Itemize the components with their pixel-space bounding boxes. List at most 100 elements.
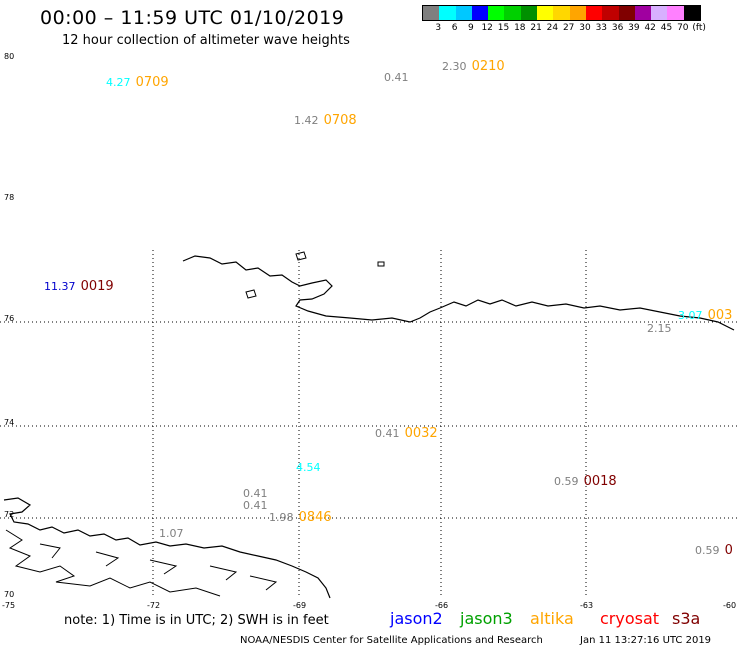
- legend-swatch: [618, 6, 635, 20]
- swh-value: 4.27: [106, 76, 131, 89]
- swh-value: 3.07: [678, 309, 703, 322]
- legend-label: 21: [530, 23, 542, 33]
- color-legend: 3 6 9 12 15 18 21 24 27 30 33 36 39 42 45 70 (ft): [422, 5, 706, 35]
- obs-label: 0.41: [243, 494, 268, 513]
- legend-label: 9: [468, 23, 474, 33]
- legend-swatch: [439, 6, 456, 20]
- satellite-jason3: jason3: [460, 609, 513, 628]
- obs-label: 0.41 0032: [375, 422, 438, 441]
- legend-label: 15: [497, 23, 510, 33]
- obs-label: 1.42 0708: [294, 109, 357, 128]
- obs-label: 4.27 0709: [106, 71, 169, 90]
- legend-label: 27: [562, 23, 575, 33]
- obs-time: 0032: [404, 426, 438, 441]
- swh-value: 0.41: [243, 487, 268, 500]
- legend-swatch: [537, 6, 554, 20]
- legend-label: 18: [514, 23, 526, 33]
- page-title: 00:00 – 11:59 UTC 01/10/2019: [40, 7, 345, 29]
- swh-value: 2.30: [442, 60, 467, 73]
- legend-swatch: [455, 6, 472, 20]
- swh-value: 2.15: [647, 322, 672, 335]
- obs-label: 0.41: [243, 482, 268, 501]
- legend-label: 70: [677, 23, 689, 33]
- legend-swatch: [520, 6, 538, 20]
- legend-swatch: [585, 6, 603, 20]
- swh-value: 0.41: [375, 427, 400, 440]
- swh-value: 11.37: [44, 280, 76, 293]
- lon-label-66: -66: [435, 601, 449, 610]
- swh-value: 0.59: [695, 544, 720, 557]
- legend-label: 42: [644, 23, 656, 33]
- obs-label: 0.59 0018: [554, 470, 617, 489]
- legend-label: 39: [628, 23, 640, 33]
- baffin-coastline: [3, 497, 331, 599]
- legend-labels: 3 6 9 12 15 18 21 24 27 30 33 36 39 42 45 70 (ft): [422, 23, 705, 35]
- baffin-inlets: [5, 529, 278, 597]
- legend-label: 3: [435, 23, 442, 33]
- footer-timestamp: Jan 11 13:27:16 UTC 2019: [580, 635, 712, 646]
- obs-label: 1.07: [159, 522, 184, 541]
- island-1: [245, 289, 257, 299]
- greenland-coastline: [182, 255, 735, 331]
- units-note: note: 1) Time is in UTC; 2) SWH is in fe…: [64, 613, 329, 628]
- legend-label: 30: [579, 23, 591, 33]
- legend-swatch: [683, 6, 701, 20]
- lon-label-75: -75: [2, 601, 16, 610]
- lat-label-72: 72: [4, 510, 15, 519]
- legend-color-bar: [422, 5, 702, 21]
- legend-label: (ft): [692, 23, 706, 33]
- legend-swatch: [651, 6, 668, 20]
- satellite-cryosat: cryosat: [600, 609, 660, 628]
- swh-value: 1.98: [269, 511, 294, 524]
- obs-label: 4.54: [296, 456, 321, 475]
- legend-label: 12: [481, 23, 493, 33]
- obs-time: 0846: [298, 510, 332, 525]
- swh-value: 0.41: [243, 499, 268, 512]
- island-3: [377, 261, 385, 267]
- lat-label-70: 70: [4, 590, 15, 599]
- legend-swatch: [667, 6, 684, 20]
- obs-label: 0.41: [384, 66, 409, 85]
- obs-label: 2.15: [647, 317, 672, 336]
- legend-swatch: [423, 6, 440, 20]
- legend-label: 6: [451, 23, 458, 33]
- obs-label: 11.37 0019: [44, 275, 114, 294]
- lon-label-69: -69: [293, 601, 307, 610]
- legend-label: 36: [611, 23, 624, 33]
- swh-value: 4.54: [296, 461, 321, 474]
- satellite-jason2: jason2: [390, 609, 443, 628]
- graticule: [0, 250, 740, 598]
- swh-value: 0.41: [384, 71, 409, 84]
- lat-label-74: 74: [4, 418, 15, 427]
- obs-time: 0708: [323, 113, 357, 128]
- island-2: [295, 251, 307, 261]
- satellite-s3a: s3a: [672, 609, 701, 628]
- obs-time: 0210: [471, 59, 505, 74]
- lon-label-63: -63: [580, 601, 594, 610]
- swh-value: 1.42: [294, 114, 319, 127]
- legend-label: 24: [546, 23, 559, 33]
- obs-time: 0019: [80, 279, 114, 294]
- obs-time: 0: [724, 543, 733, 558]
- legend-label: 45: [660, 23, 673, 33]
- satellite-altika: altika: [530, 609, 574, 628]
- swh-value: 0.59: [554, 475, 579, 488]
- lat-label-78: 78: [4, 193, 15, 202]
- legend-swatch: [488, 6, 505, 20]
- obs-label: 0.59 0: [695, 539, 733, 558]
- lon-label-60: -60: [723, 601, 737, 610]
- lat-label-80: 80: [4, 52, 15, 61]
- obs-label: 2.30 0210: [442, 55, 505, 74]
- page-subtitle: 12 hour collection of altimeter wave hei…: [62, 33, 350, 48]
- lat-label-76: 76: [4, 314, 15, 323]
- legend-swatch: [553, 6, 570, 20]
- legend-swatch: [504, 6, 521, 20]
- legend-swatch: [602, 6, 619, 20]
- legend-swatch: [634, 6, 652, 20]
- lon-label-72: -72: [147, 601, 161, 610]
- swh-value: 1.07: [159, 527, 184, 540]
- legend-label: 33: [595, 23, 608, 33]
- obs-label: 1.98 0846: [269, 506, 332, 525]
- footer-credit: NOAA/NESDIS Center for Satellite Applica…: [240, 635, 543, 646]
